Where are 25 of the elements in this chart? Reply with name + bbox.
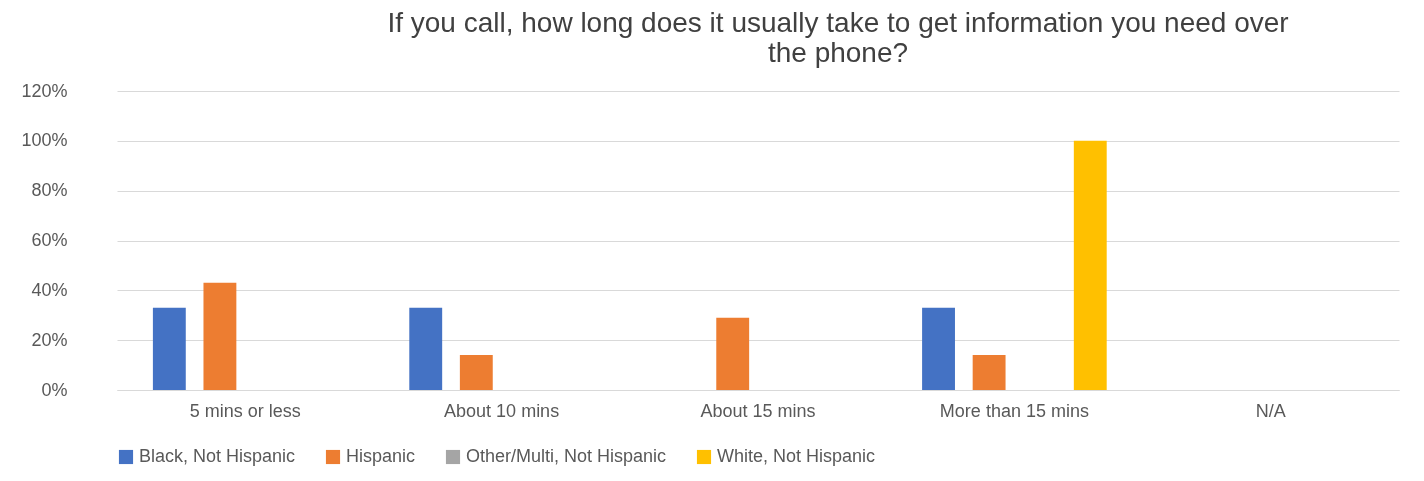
bar	[716, 317, 750, 390]
legend-label: White, Not Hispanic	[717, 446, 876, 466]
y-tick-label: 80%	[31, 180, 68, 201]
bar	[922, 307, 955, 390]
x-tick-label: More than 15 mins	[939, 400, 1089, 421]
legend-label: Hispanic	[346, 446, 416, 466]
y-tick-label: 100%	[21, 130, 68, 151]
y-tick-label: 120%	[21, 80, 68, 101]
bar	[409, 307, 443, 390]
bar	[203, 282, 237, 390]
x-tick-label: N/A	[1255, 400, 1286, 421]
bar	[1073, 140, 1107, 390]
y-tick-label: 40%	[31, 279, 68, 300]
legend-label: Other/Multi, Not Hispanic	[466, 446, 667, 466]
y-tick-label: 0%	[41, 379, 68, 400]
y-tick-label: 60%	[31, 230, 68, 250]
chart-title: If you call, how long does it usually take to get information you need over the phone?	[387, 7, 1289, 68]
legend-label: Black, Not Hispanic	[139, 446, 296, 466]
bar	[972, 355, 1006, 390]
y-tick-label: 20%	[31, 329, 68, 350]
x-tick-label: 5 mins or less	[189, 400, 301, 421]
x-tick-label: About 10 mins	[444, 400, 560, 421]
x-tick-label: About 15 mins	[700, 400, 816, 421]
bar	[459, 355, 493, 390]
bar	[152, 307, 186, 390]
